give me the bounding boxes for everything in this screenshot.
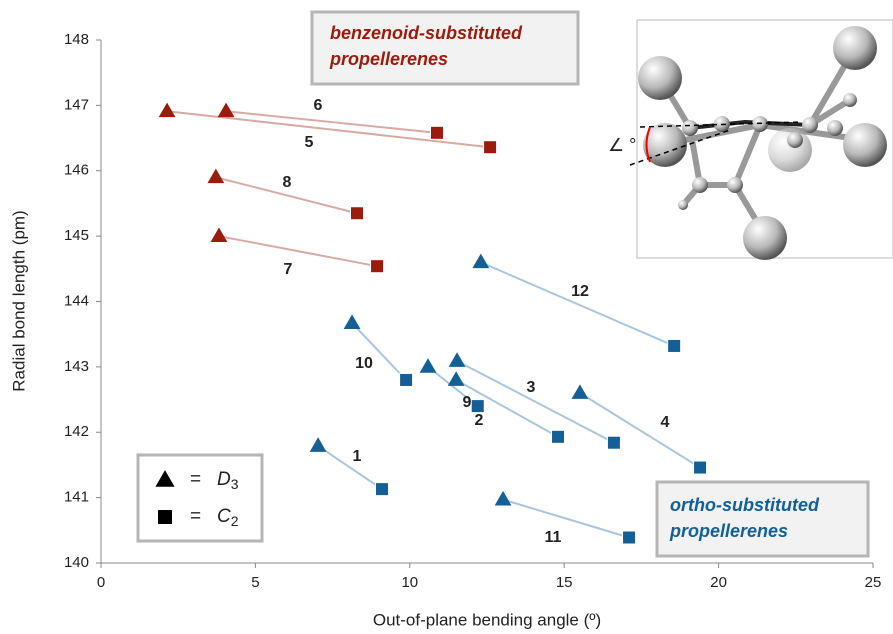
x-tick-label: 10 — [401, 574, 418, 591]
y-tick-label: 142 — [64, 423, 89, 440]
y-axis-label: Radial bond length (pm) — [9, 210, 28, 391]
y-tick-label: 148 — [64, 31, 89, 48]
square-marker — [607, 436, 620, 449]
pair-label: 11 — [545, 529, 562, 546]
legend-symbol-text: C — [217, 506, 231, 527]
y-tick-label: 143 — [64, 358, 89, 375]
pair-label: 9 — [463, 394, 472, 411]
square-marker — [668, 339, 681, 352]
group-name: propellerenes — [329, 49, 448, 69]
triangle-marker — [211, 227, 228, 242]
triangle-marker — [207, 169, 224, 184]
y-tick-label: 147 — [64, 96, 89, 113]
triangle-marker — [448, 371, 465, 386]
atom — [743, 216, 787, 260]
pair-label: 1 — [353, 448, 362, 465]
square-marker — [430, 126, 443, 139]
legend-symbol — [158, 510, 172, 524]
legend-subscript: 3 — [231, 476, 239, 492]
chart: ∠ ° Out-of-plane bending angle (º) Radia… — [0, 0, 893, 634]
pair-label: 6 — [314, 97, 323, 114]
square-marker — [350, 207, 363, 220]
square-marker — [552, 430, 565, 443]
triangle-marker — [449, 352, 466, 367]
x-tick-label: 15 — [556, 574, 573, 591]
square-marker — [694, 461, 707, 474]
triangle-marker — [420, 358, 437, 373]
atom — [843, 123, 887, 167]
atom — [638, 56, 682, 100]
triangle-marker — [572, 384, 589, 399]
group-name: ortho-substituted — [670, 495, 820, 515]
square-marker — [400, 373, 413, 386]
legend-symbol-text: D — [217, 469, 231, 490]
square-marker — [471, 400, 484, 413]
pair-label: 3 — [527, 379, 536, 396]
triangle-marker — [344, 314, 361, 329]
legend-subscript: 2 — [231, 513, 239, 529]
group-name: propellerenes — [669, 521, 788, 541]
molecule-inset: ∠ ° — [608, 20, 893, 260]
group-box — [657, 482, 868, 556]
pair-line — [219, 236, 377, 266]
pair-line — [580, 393, 700, 468]
x-tick-label: 25 — [865, 574, 882, 591]
triangle-marker — [472, 254, 489, 269]
y-tick-label: 144 — [64, 292, 89, 309]
pair-label: 2 — [475, 412, 484, 429]
y-tick-label: 141 — [64, 489, 89, 506]
legend-box — [138, 455, 262, 541]
pair-label: 12 — [571, 283, 589, 300]
pair-line — [318, 446, 382, 489]
triangle-marker — [495, 491, 512, 506]
legend-eq: = — [190, 469, 201, 490]
pair-label: 7 — [284, 261, 293, 278]
triangle-marker — [218, 103, 235, 118]
y-tick-label: 146 — [64, 162, 89, 179]
pair-line — [481, 262, 674, 346]
x-axis-label: Out-of-plane bending angle (º) — [373, 610, 601, 629]
angle-label: ∠ ° — [608, 135, 636, 155]
pair-label: 5 — [305, 134, 314, 151]
atom — [833, 26, 877, 70]
pair-label: 4 — [661, 414, 670, 431]
group-name: benzenoid-substituted — [330, 23, 523, 43]
x-tick-label: 5 — [251, 574, 259, 591]
pair-label: 8 — [283, 174, 292, 191]
pair-label: 10 — [355, 355, 373, 372]
pair-line — [503, 500, 629, 538]
square-marker — [623, 531, 636, 544]
x-tick-label: 0 — [97, 574, 105, 591]
y-tick-label: 145 — [64, 227, 89, 244]
triangle-marker — [310, 437, 327, 452]
triangle-marker — [159, 103, 176, 118]
square-marker — [484, 141, 497, 154]
square-marker — [371, 260, 384, 273]
x-tick-label: 20 — [710, 574, 727, 591]
legend-eq: = — [190, 506, 201, 527]
y-tick-label: 140 — [64, 554, 89, 571]
square-marker — [376, 483, 389, 496]
